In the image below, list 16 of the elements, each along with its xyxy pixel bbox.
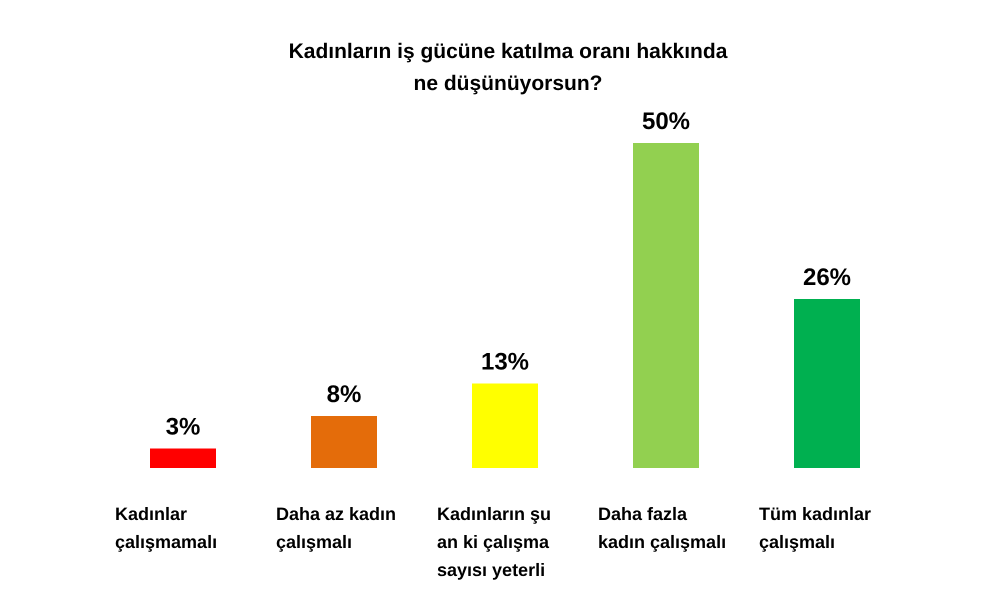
x-tick-label: Kadınların şu an ki çalışma sayısı yeterli [437,504,552,580]
data-label: 13% [480,348,530,376]
x-tick-label: Kadınlar çalışmamalı [115,504,218,552]
data-label: 26% [802,264,852,291]
data-label: 3% [166,414,200,440]
bar [150,448,216,468]
x-tick-label: Daha fazla kadın çalışmalı [598,504,726,552]
data-label: 8% [326,381,362,408]
x-tick-label: Tüm kadınlar çalışmalı [759,504,872,552]
data-label: 50% [642,108,690,135]
bar [633,143,699,468]
bar [472,384,538,468]
bar [794,299,860,468]
chart-title: Kadınların iş gücüne katılma oranı hakkında ne düşünüyorsun? [288,40,728,95]
x-tick-label: Daha az kadın çalışmalı [276,504,396,552]
bar [311,416,377,468]
